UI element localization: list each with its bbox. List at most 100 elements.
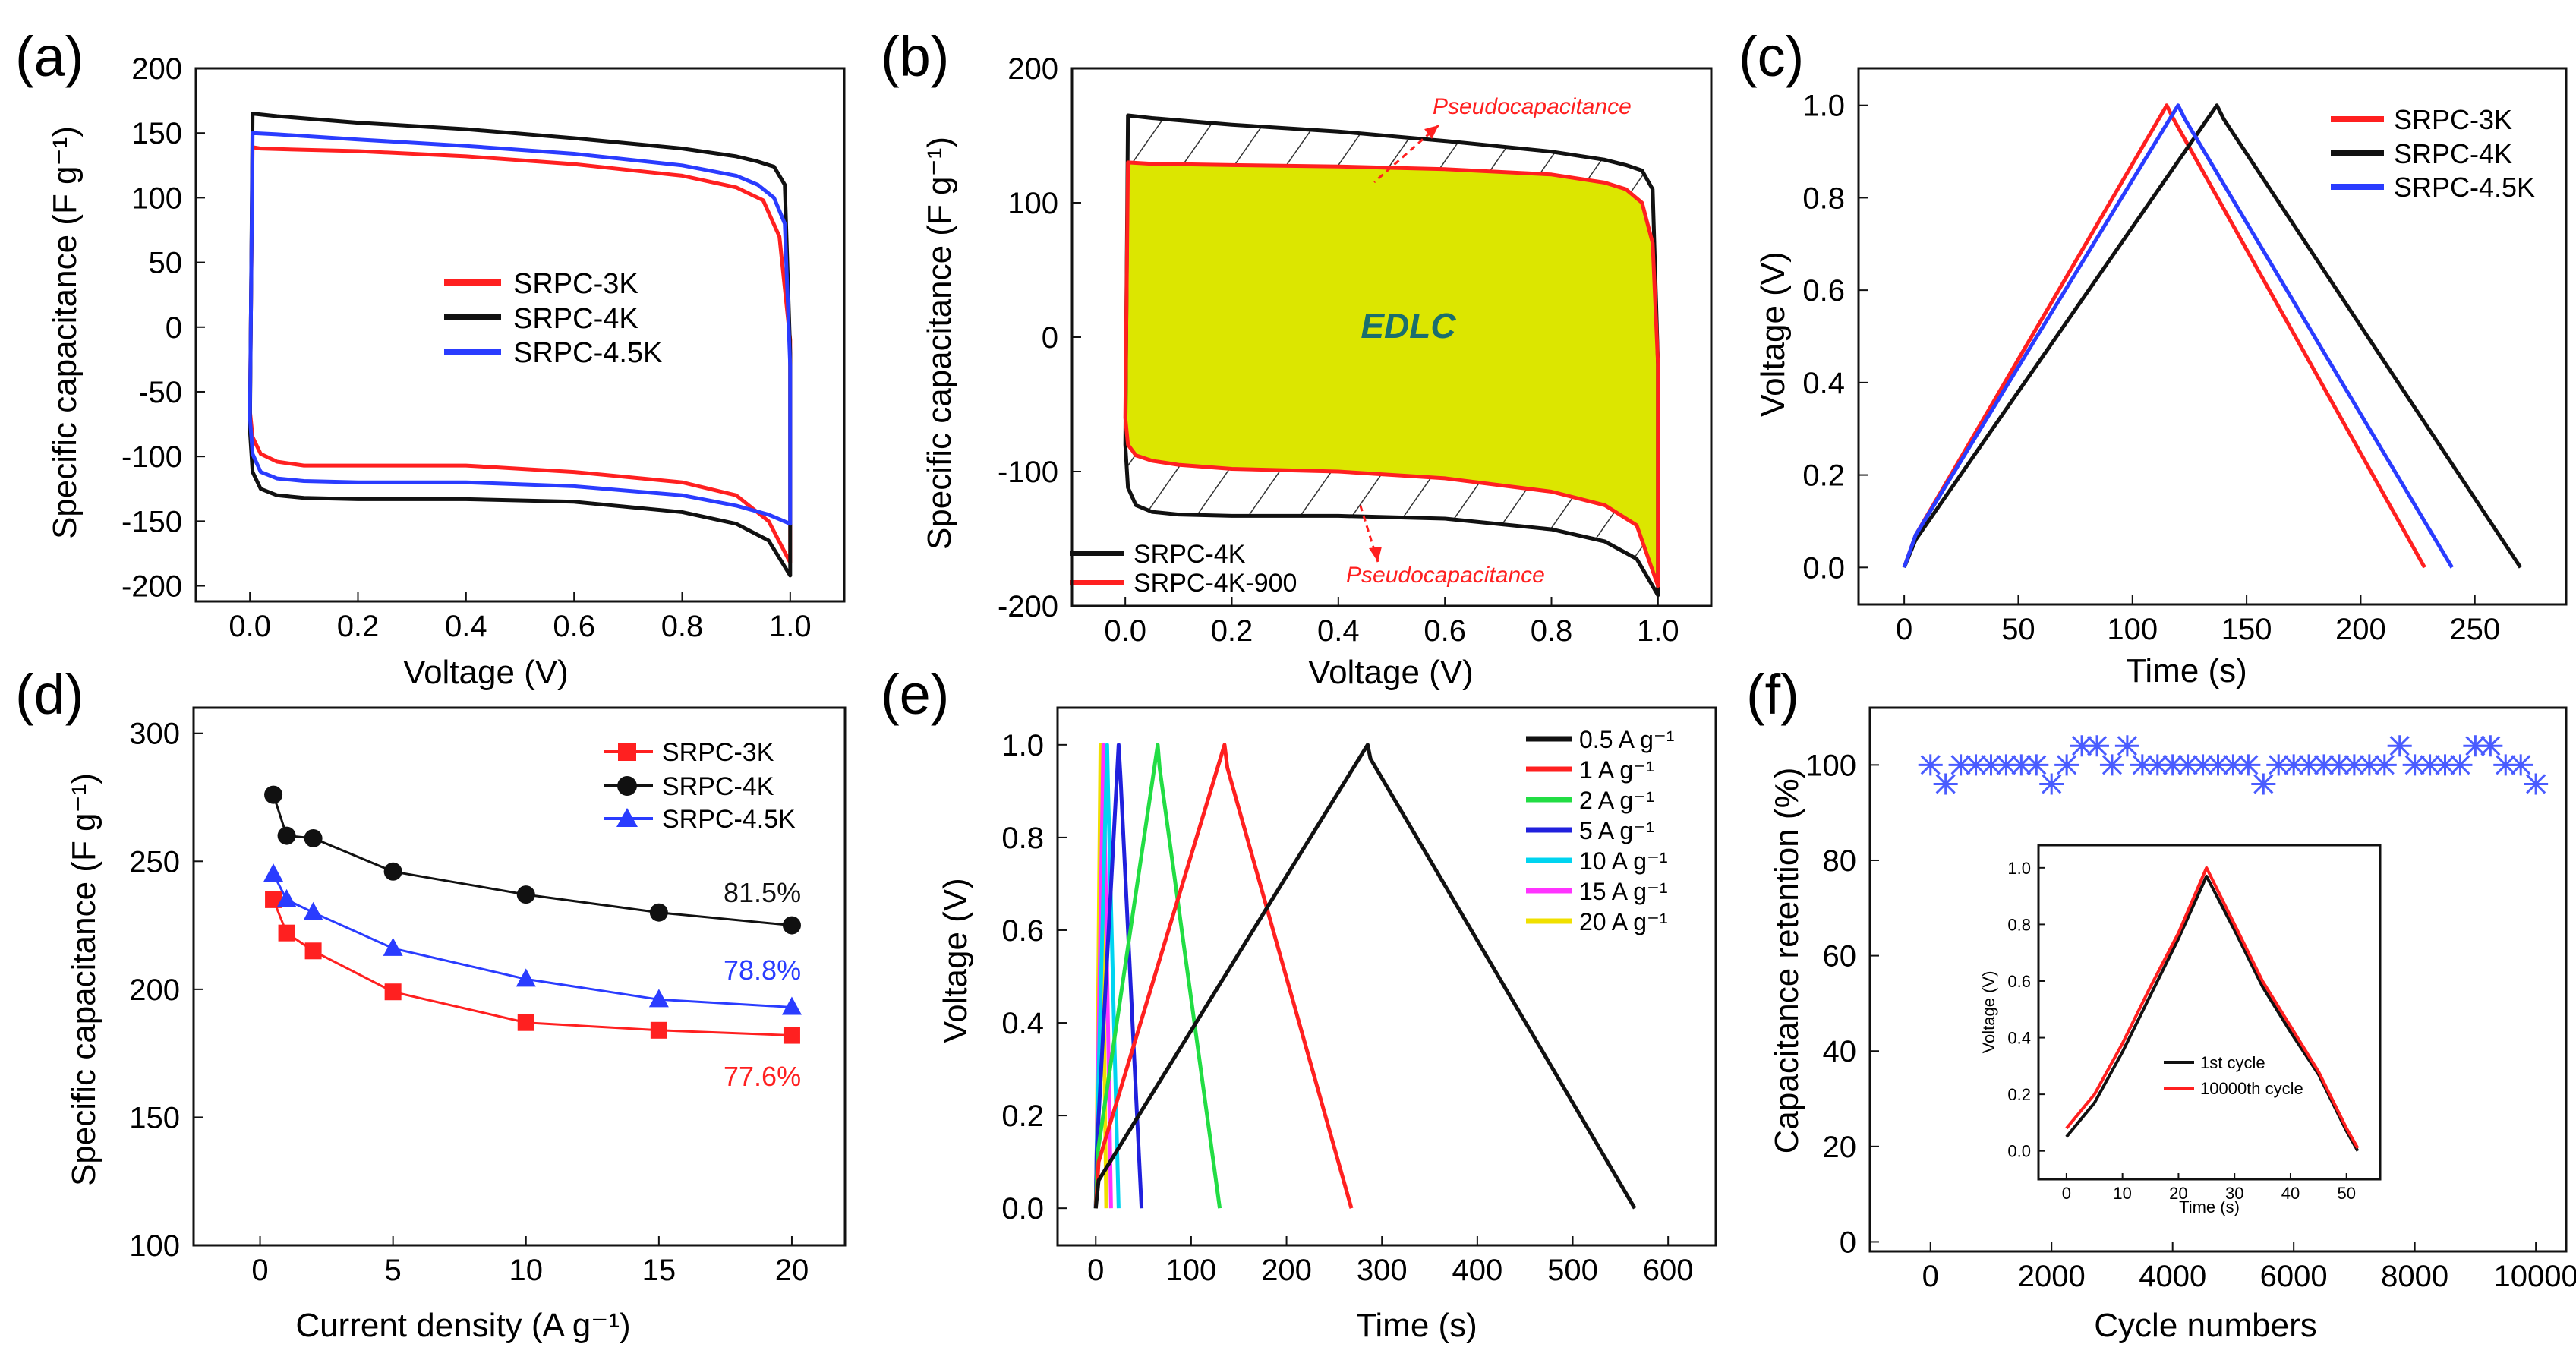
a-x-tick-label-0: 0.0 <box>229 610 271 643</box>
annotation-edlc: EDLC <box>1361 306 1456 345</box>
series-layer-c <box>1902 103 2522 569</box>
series-point-d-2-4 <box>516 968 536 987</box>
legend-label-e-0: 0.5 A g⁻¹ <box>1579 726 1674 753</box>
x-axis-label-b: Voltage (V) <box>1308 654 1474 691</box>
panel-label-f: (f) <box>1746 663 1799 726</box>
b-x-tick-label-0: 0.0 <box>1104 614 1146 648</box>
annotation-d-0: 81.5% <box>724 877 801 908</box>
a-y-tick-label-0: -200 <box>121 570 182 604</box>
series-point-d-2-1 <box>276 888 297 907</box>
c-y-tick-label-3: 0.6 <box>1802 274 1845 308</box>
f-x-tick-label-2: 4000 <box>2139 1260 2206 1293</box>
series-point-f-8 <box>2039 773 2064 795</box>
annotation-d-2: 77.6% <box>724 1061 801 1092</box>
a-y-tick-label-2: -100 <box>121 440 182 474</box>
panel-c: (c) Time (s) Voltage (V) SRPC-3K SRPC-4K… <box>1739 25 2568 689</box>
series-line-e-0 <box>1093 743 1637 1210</box>
inset-x-tick-label-3: 30 <box>2225 1184 2243 1203</box>
e-plot-frame <box>1056 706 1717 1247</box>
f-y-tick-label-4: 80 <box>1823 844 1857 878</box>
series-point-f-20 <box>2221 754 2246 776</box>
inset-y-tick-label-5: 1.0 <box>2007 859 2031 878</box>
e-x-tick-label-6: 600 <box>1643 1254 1694 1287</box>
y-axis-label-f: Capacitance retention (%) <box>1768 768 1805 1154</box>
a-x-tick-label-4: 0.8 <box>661 610 704 643</box>
f-x-tick-label-0: 0 <box>1922 1260 1939 1293</box>
d-x-tick-label-1: 5 <box>385 1254 402 1287</box>
inset-y-tick-label-1: 0.2 <box>2007 1085 2031 1104</box>
y-axis-label-b: Specific capacitance (F g⁻¹) <box>921 137 958 550</box>
d-y-tick-label-1: 150 <box>129 1101 180 1134</box>
b-x-tick-label-1: 0.2 <box>1211 614 1253 648</box>
c-y-tick-label-4: 0.8 <box>1802 181 1845 215</box>
legend-label-e-4: 10 A g⁻¹ <box>1579 847 1668 875</box>
legend-label-a-0: SRPC-3K <box>513 268 638 300</box>
legend-label-d-2: SRPC-4.5K <box>662 805 796 834</box>
b-x-tick-label-3: 0.6 <box>1424 614 1466 648</box>
series-point-f-26 <box>2312 754 2337 776</box>
e-y-tick-label-5: 1.0 <box>1001 729 1044 762</box>
series-point-f-2 <box>1948 754 1973 776</box>
d-y-tick-label-4: 300 <box>129 718 180 751</box>
legend-label-e-2: 2 A g⁻¹ <box>1579 787 1654 814</box>
inset-y-tick-label-3: 0.6 <box>2007 972 2031 991</box>
x-axis-label-f: Cycle numbers <box>2094 1307 2316 1344</box>
e-x-tick-label-1: 100 <box>1166 1254 1217 1287</box>
e-x-tick-label-5: 500 <box>1547 1254 1598 1287</box>
series-layer-e <box>1093 743 1637 1210</box>
legend-marker-d-2 <box>616 808 638 827</box>
inset-x-axis-label: Time (s) <box>2179 1197 2240 1216</box>
x-axis-label-a: Voltage (V) <box>403 654 569 691</box>
series-point-d-2-3 <box>383 937 403 956</box>
e-x-tick-label-2: 200 <box>1261 1254 1312 1287</box>
a-x-tick-label-1: 0.2 <box>337 610 380 643</box>
c-x-tick-label-2: 100 <box>2107 613 2158 646</box>
y-axis-label-c: Voltage (V) <box>1755 251 1792 417</box>
c-y-tick-label-1: 0.2 <box>1802 459 1845 493</box>
legend-label-d-0: SRPC-3K <box>662 738 774 767</box>
y-axis-label-a: Specific capacitance (F g⁻¹) <box>46 126 84 539</box>
legend-label-a-1: SRPC-4K <box>513 303 638 335</box>
series-point-f-22 <box>2251 773 2276 795</box>
series-point-f-30 <box>2372 754 2397 776</box>
series-layer-b <box>1123 113 1660 598</box>
x-axis-label-d: Current density (A g⁻¹) <box>295 1307 630 1344</box>
legend-label-c-0: SRPC-3K <box>2394 104 2512 135</box>
a-y-tick-label-3: -50 <box>138 376 182 409</box>
panel-b: (b) Voltage (V) Specific capacitance (F … <box>881 25 1713 691</box>
series-point-d-1-2 <box>304 828 323 847</box>
x-axis-label-e: Time (s) <box>1356 1307 1477 1344</box>
e-x-tick-label-0: 0 <box>1087 1254 1104 1287</box>
series-line-c-0 <box>1902 103 2426 569</box>
legend-label-c-2: SRPC-4.5K <box>2394 172 2535 203</box>
a-y-tick-label-5: 50 <box>149 247 183 280</box>
c-y-tick-label-2: 0.4 <box>1802 367 1845 400</box>
inset-series-line-1 <box>2065 866 2360 1149</box>
panel-label-e: (e) <box>881 663 949 726</box>
series-point-d-0-6 <box>783 1027 800 1044</box>
e-y-tick-label-2: 0.4 <box>1001 1007 1044 1040</box>
a-y-tick-label-1: -150 <box>121 505 182 538</box>
series-point-d-2-5 <box>648 989 669 1008</box>
a-y-tick-label-8: 200 <box>131 52 182 86</box>
b-x-tick-label-5: 1.0 <box>1637 614 1679 648</box>
annotation-pseudo-bottom: Pseudocapacitance <box>1346 563 1545 588</box>
panel-e: (e) Time (s) Voltage (V) 0.5 A g⁻¹ 1 A g… <box>881 663 1717 1344</box>
legend-label-b-0: SRPC-4K <box>1134 540 1246 569</box>
d-plot-frame <box>192 706 847 1247</box>
x-axis-label-c: Time (s) <box>2126 652 2247 689</box>
series-point-d-1-1 <box>277 826 296 845</box>
legend-label-f-1: 10000th cycle <box>2200 1079 2303 1098</box>
b-y-tick-label-0: -200 <box>998 590 1058 623</box>
series-point-d-0-4 <box>517 1014 534 1031</box>
legend-marker-d-1 <box>617 776 637 796</box>
series-point-d-2-2 <box>303 901 323 920</box>
series-point-f-13 <box>2114 735 2139 757</box>
f-y-tick-label-5: 100 <box>1805 749 1856 782</box>
a-y-tick-label-6: 100 <box>131 181 182 215</box>
series-line-c-2 <box>1902 103 2454 569</box>
y-axis-label-d: Specific capacitance (F g⁻¹) <box>65 773 102 1186</box>
panel-label-b: (b) <box>881 25 949 88</box>
inset-y-tick-label-2: 0.4 <box>2007 1029 2031 1048</box>
